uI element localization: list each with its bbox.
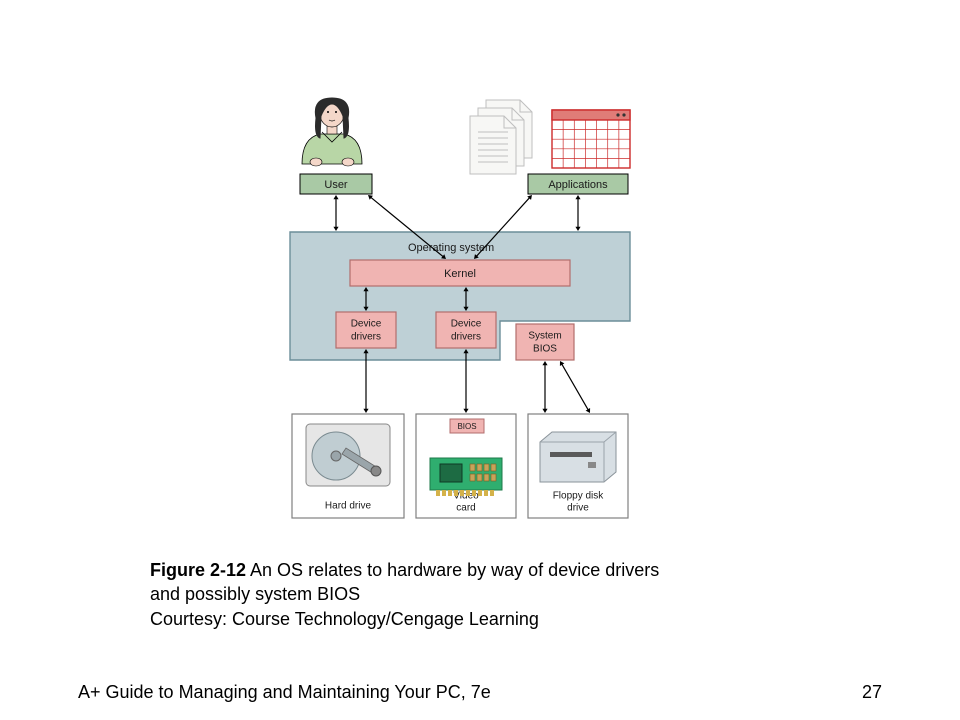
footer-page-number: 27 [862,682,882,703]
calendar-icon [552,110,630,168]
svg-text:Kernel: Kernel [444,268,476,280]
svg-text:Operating system: Operating system [408,242,494,254]
svg-text:Applications: Applications [548,179,608,191]
svg-text:BIOS: BIOS [533,344,557,355]
svg-text:drive: drive [567,503,589,514]
footer-book-title: A+ Guide to Managing and Maintaining You… [78,682,491,703]
hardware-box-floppy: Floppy diskdrive [528,414,628,518]
svg-text:Hard drive: Hard drive [325,501,372,512]
diagram-svg: User Applications Operating system Kernel De… [270,92,690,542]
figure-caption: Figure 2-12 An OS relates to hardware by… [150,558,659,631]
applications-label-box: Applications [528,174,628,194]
system-bios-box: System BIOS [516,324,574,360]
svg-text:card: card [456,503,475,514]
svg-text:drivers: drivers [351,332,381,343]
caption-line-1: An OS relates to hardware by way of devi… [246,560,659,580]
kernel-box: Kernel [350,260,570,286]
device-drivers-box-2: Device drivers [436,312,496,348]
svg-text:Device: Device [351,319,382,330]
user-label-box: User [300,174,372,194]
svg-text:System: System [528,331,561,342]
hardware-box-video: VideocardBIOS [416,414,516,518]
device-drivers-box-1: Device drivers [336,312,396,348]
caption-line-3: Courtesy: Course Technology/Cengage Lear… [150,607,659,631]
user-icon [302,98,362,166]
svg-text:User: User [324,179,348,191]
caption-line-2: and possibly system BIOS [150,582,659,606]
hardware-box-hdd: Hard drive [292,414,404,518]
svg-text:Floppy disk: Floppy disk [553,491,605,502]
figure-number: Figure 2-12 [150,560,246,580]
svg-text:BIOS: BIOS [457,422,476,431]
documents-icon [470,100,532,174]
svg-text:Device: Device [451,319,482,330]
svg-text:drivers: drivers [451,332,481,343]
